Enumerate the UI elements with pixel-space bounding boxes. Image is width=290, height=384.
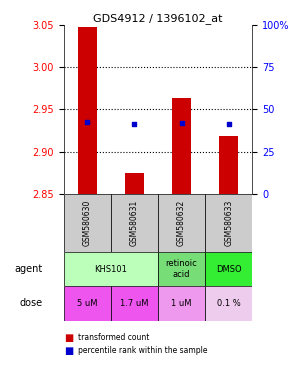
Bar <box>158 286 205 321</box>
Bar <box>158 194 205 252</box>
Bar <box>205 194 252 252</box>
Text: ■: ■ <box>64 346 73 356</box>
Text: GSM580630: GSM580630 <box>83 200 92 246</box>
Text: KHS101: KHS101 <box>95 265 127 274</box>
Text: transformed count: transformed count <box>78 333 150 343</box>
Bar <box>111 194 158 252</box>
Text: 5 uM: 5 uM <box>77 299 98 308</box>
Point <box>179 120 184 126</box>
Title: GDS4912 / 1396102_at: GDS4912 / 1396102_at <box>93 13 223 24</box>
Bar <box>111 286 158 321</box>
Text: 1.7 uM: 1.7 uM <box>120 299 149 308</box>
Text: retinoic
acid: retinoic acid <box>166 260 197 279</box>
Bar <box>158 252 205 286</box>
Bar <box>205 286 252 321</box>
Bar <box>172 98 191 194</box>
Bar <box>64 252 158 286</box>
Bar <box>64 286 111 321</box>
Text: GSM580632: GSM580632 <box>177 200 186 246</box>
Text: percentile rank within the sample: percentile rank within the sample <box>78 346 208 355</box>
Text: 1 uM: 1 uM <box>171 299 192 308</box>
Bar <box>205 252 252 286</box>
Text: agent: agent <box>14 264 43 274</box>
Point <box>132 121 137 127</box>
Text: dose: dose <box>19 298 43 308</box>
Text: DMSO: DMSO <box>216 265 242 274</box>
Bar <box>78 26 97 194</box>
Text: GSM580633: GSM580633 <box>224 200 233 246</box>
Text: GSM580631: GSM580631 <box>130 200 139 246</box>
Bar <box>219 136 238 194</box>
Bar <box>125 173 144 194</box>
Text: ■: ■ <box>64 333 73 343</box>
Bar <box>64 194 111 252</box>
Text: 0.1 %: 0.1 % <box>217 299 241 308</box>
Point <box>226 121 231 127</box>
Point <box>85 119 90 125</box>
